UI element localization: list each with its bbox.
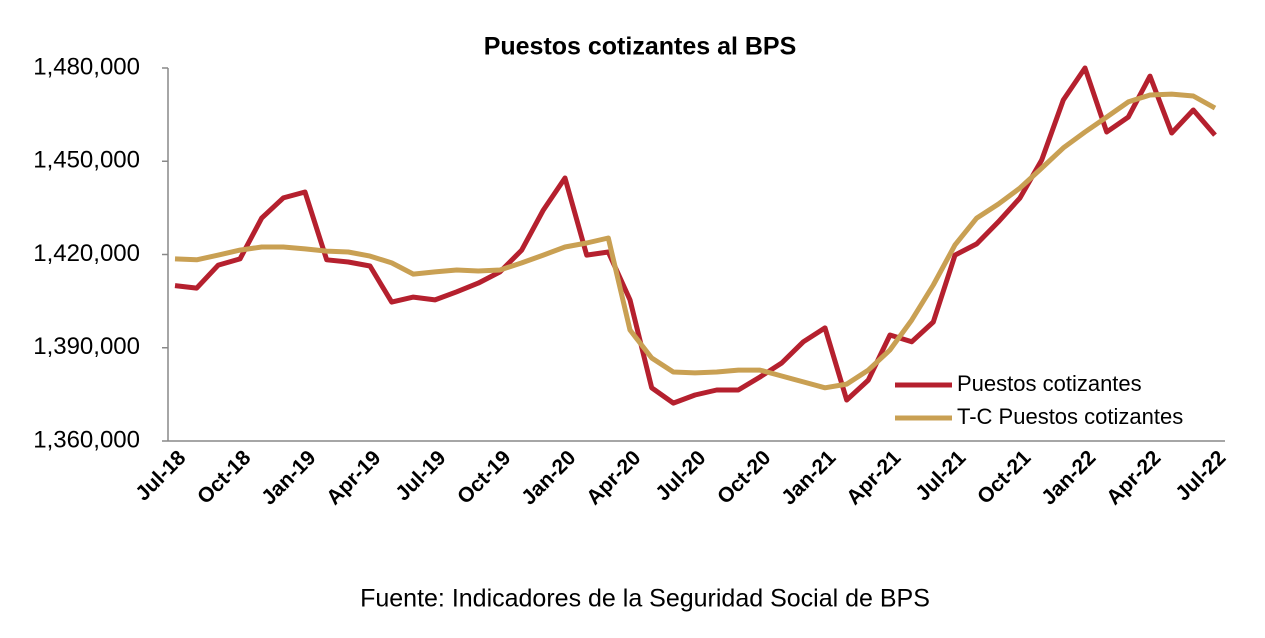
legend-label: T-C Puestos cotizantes (957, 404, 1183, 429)
chart-title: Puestos cotizantes al BPS (484, 33, 797, 61)
line-series (174, 65, 1217, 406)
x-tick-label: Oct-20 (713, 446, 775, 508)
y-tick-label: 1,390,000 (33, 333, 140, 360)
y-tick-label: 1,360,000 (33, 426, 140, 453)
x-tick-label: Jan-22 (1037, 446, 1100, 509)
x-tick-label: Apr-20 (582, 446, 645, 509)
y-tick-label: 1,420,000 (33, 240, 140, 267)
line-series (174, 91, 1217, 391)
y-tick-label: 1,480,000 (33, 53, 140, 80)
x-tick-label: Apr-22 (1102, 446, 1165, 509)
x-tick-label: Apr-19 (322, 446, 385, 509)
x-tick-label: Oct-21 (973, 446, 1036, 509)
x-tick-label: Jul-22 (1171, 446, 1230, 505)
x-tick-label: Jul-20 (651, 446, 710, 505)
x-tick-label: Jan-20 (517, 446, 580, 509)
x-tick-label: Jul-21 (911, 446, 970, 505)
x-tick-label: Jul-19 (391, 446, 450, 505)
x-tick-label: Jan-19 (257, 446, 320, 509)
x-tick-label: Apr-21 (842, 446, 906, 510)
x-tick-label: Jan-21 (777, 446, 841, 510)
x-tick-label: Oct-18 (193, 446, 256, 509)
y-tick-label: 1,450,000 (33, 147, 140, 174)
source-note: Fuente: Indicadores de la Seguridad Soci… (360, 585, 930, 613)
legend-label: Puestos cotizantes (957, 371, 1142, 396)
x-tick-label: Oct-19 (453, 446, 515, 508)
x-tick-label: Jul-18 (131, 446, 190, 505)
